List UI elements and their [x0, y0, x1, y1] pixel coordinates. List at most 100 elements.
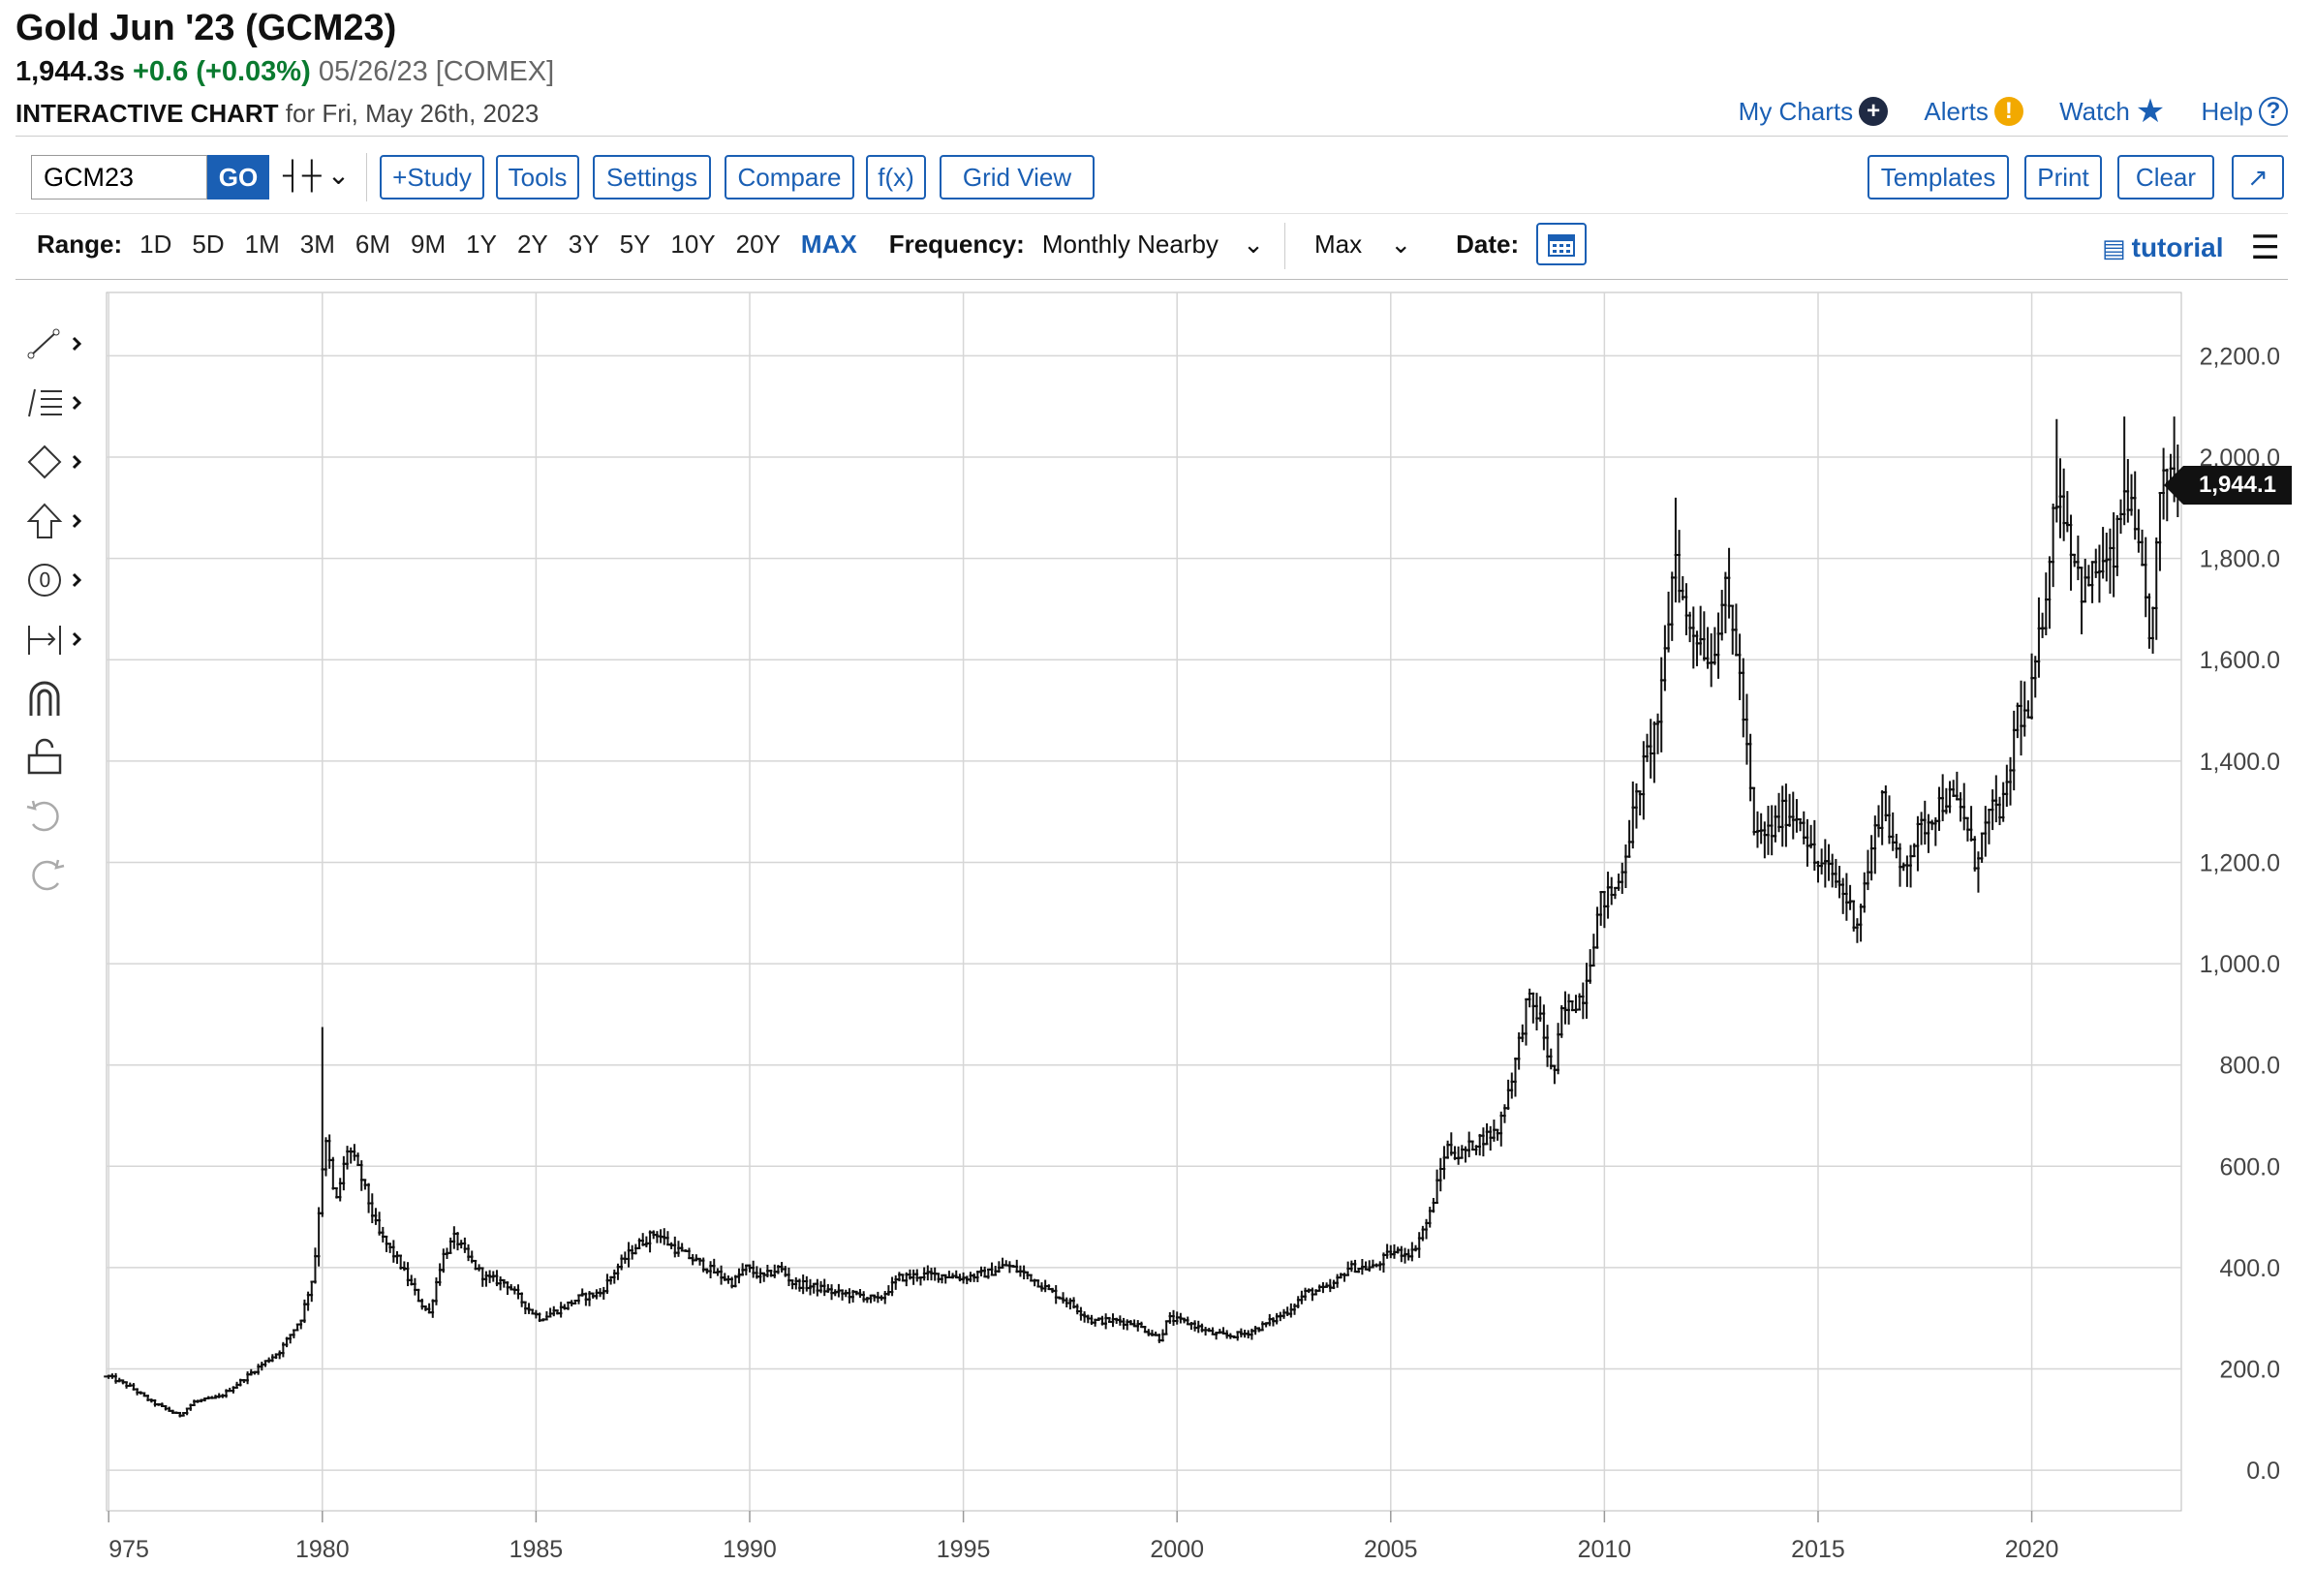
calendar-icon	[1548, 234, 1576, 257]
lock-tool[interactable]	[25, 733, 83, 782]
plus-circle-icon: +	[1859, 97, 1889, 126]
max-select[interactable]: Max ⌄	[1314, 230, 1411, 260]
chart-grid	[106, 292, 2182, 1512]
circle-zero-icon: 0	[28, 564, 82, 597]
x-axis: 975 1980 1985 1990 1995 2000 2005 2010 2015 2020	[108, 1511, 2058, 1563]
tutorial-link[interactable]: ▤ tutorial	[2102, 232, 2223, 263]
chevron-down-icon: ⌄	[1390, 229, 1412, 259]
divider	[15, 213, 2288, 214]
chart-label: INTERACTIVE CHART	[15, 99, 279, 128]
range-20y[interactable]: 20Y	[735, 229, 781, 259]
quote-line: 1,944.3s +0.6 (+0.03%) 05/26/23 [COMEX]	[15, 56, 554, 88]
frequency-select[interactable]: Monthly Nearby ⌄	[1042, 230, 1264, 260]
fx-button[interactable]: f(x)	[866, 155, 926, 200]
x-tick-label: 2005	[1364, 1536, 1418, 1563]
bar-type-dropdown[interactable]: ┤┼ ⌄	[283, 159, 350, 191]
drawing-tools: 0	[25, 320, 83, 910]
undo-icon	[26, 800, 59, 832]
range-1m[interactable]: 1M	[244, 229, 280, 259]
price-chart[interactable]: 975 1980 1985 1990 1995 2000 2005 2010 2015 2020 …	[0, 281, 2315, 1596]
top-links: My Charts + Alerts ! Watch ★ Help ?	[1710, 95, 2288, 128]
watch-link[interactable]: Watch ★	[2059, 95, 2165, 128]
chevron-down-icon: ⌄	[1243, 229, 1264, 259]
trendline-tool[interactable]	[25, 320, 83, 368]
x-tick-label: 2020	[2005, 1536, 2059, 1563]
settings-button[interactable]: Settings	[593, 155, 711, 200]
range-options: 1D 5D 1M 3M 6M 9M 1Y 2Y 3Y 5Y 10Y 20Y MAX	[139, 230, 878, 260]
y-tick-label: 600.0	[2219, 1153, 2280, 1181]
y-tick-label: 200.0	[2219, 1357, 2280, 1384]
y-tick-label: 2,200.0	[2200, 343, 2280, 370]
symbol-input[interactable]	[31, 155, 207, 200]
expand-button[interactable]: ↗	[2232, 155, 2284, 200]
tools-button[interactable]: Tools	[496, 155, 579, 200]
shape-icon	[27, 445, 82, 479]
ohlc-bars	[104, 416, 2183, 1418]
tutorial-label: tutorial	[2131, 232, 2224, 262]
range-label: Range:	[37, 229, 123, 259]
chart-date: for Fri, May 26th, 2023	[285, 99, 540, 128]
my-charts-link[interactable]: My Charts +	[1739, 97, 1889, 127]
y-tick-label: 0.0	[2246, 1458, 2280, 1485]
templates-button[interactable]: Templates	[1867, 155, 2009, 200]
y-tick-label: 1,400.0	[2200, 749, 2280, 776]
x-tick-label: 975	[108, 1536, 149, 1563]
range-max[interactable]: MAX	[800, 229, 857, 259]
right-bar: ▤ tutorial ☰	[2102, 229, 2280, 267]
print-button[interactable]: Print	[2024, 155, 2102, 200]
max-value: Max	[1313, 229, 1363, 259]
help-icon: ?	[2259, 97, 2288, 126]
divider	[366, 153, 367, 201]
chevron-down-icon: ⌄	[326, 160, 351, 190]
magnet-tool[interactable]	[25, 674, 83, 722]
measure-tool[interactable]	[25, 615, 83, 663]
range-5y[interactable]: 5Y	[619, 229, 651, 259]
measure-icon	[28, 626, 82, 655]
quote-meta: 05/26/23 [COMEX]	[318, 56, 555, 87]
go-button[interactable]: GO	[207, 155, 269, 200]
y-tick-label: 400.0	[2219, 1255, 2280, 1282]
range-10y[interactable]: 10Y	[670, 229, 716, 259]
trendline-icon	[27, 328, 82, 359]
range-2y[interactable]: 2Y	[516, 229, 548, 259]
grid-view-button[interactable]: Grid View	[940, 155, 1095, 200]
shape-tool[interactable]	[25, 438, 83, 486]
calendar-button[interactable]	[1536, 223, 1588, 265]
undo-button[interactable]	[25, 792, 83, 841]
price-change: +0.6 (+0.03%)	[132, 56, 311, 87]
arrow-tool[interactable]	[25, 497, 83, 545]
x-tick-label: 2000	[1150, 1536, 1204, 1563]
range-6m[interactable]: 6M	[355, 229, 390, 259]
range-3y[interactable]: 3Y	[568, 229, 600, 259]
alerts-link[interactable]: Alerts !	[1924, 96, 2023, 127]
study-button[interactable]: +Study	[380, 155, 484, 200]
range-9m[interactable]: 9M	[411, 229, 447, 259]
annotation-tool[interactable]: 0	[25, 556, 83, 604]
range-5d[interactable]: 5D	[192, 229, 225, 259]
redo-button[interactable]	[25, 851, 83, 900]
compare-button[interactable]: Compare	[725, 155, 854, 200]
help-link[interactable]: Help ?	[2202, 97, 2288, 127]
range-3m[interactable]: 3M	[299, 229, 335, 259]
x-tick-label: 1985	[509, 1536, 564, 1563]
menu-icon[interactable]: ☰	[2250, 230, 2280, 266]
y-tick-label: 1,000.0	[2200, 951, 2280, 978]
x-tick-label: 1980	[295, 1536, 350, 1563]
clear-button[interactable]: Clear	[2117, 155, 2214, 200]
range-bar: Range: 1D 5D 1M 3M 6M 9M 1Y 2Y 3Y 5Y 10Y 20Y MAX Fre…	[37, 223, 1588, 269]
watch-label: Watch	[2059, 96, 2130, 126]
x-tick-label: 2015	[1791, 1536, 1845, 1563]
y-tick-label: 1,800.0	[2200, 546, 2280, 573]
fib-tool[interactable]	[25, 379, 83, 427]
y-tick-label: 1,600.0	[2200, 647, 2280, 674]
divider	[15, 279, 2288, 280]
film-icon: ▤	[2102, 232, 2126, 262]
alerts-label: Alerts	[1924, 96, 1989, 126]
range-1d[interactable]: 1D	[139, 229, 172, 259]
x-tick-label: 2010	[1578, 1536, 1632, 1563]
ohlc-bar	[317, 1027, 327, 1217]
date-label: Date:	[1456, 229, 1520, 259]
expand-icon: ↗	[2247, 162, 2269, 192]
arrow-up-icon	[26, 503, 82, 538]
range-1y[interactable]: 1Y	[466, 229, 497, 259]
